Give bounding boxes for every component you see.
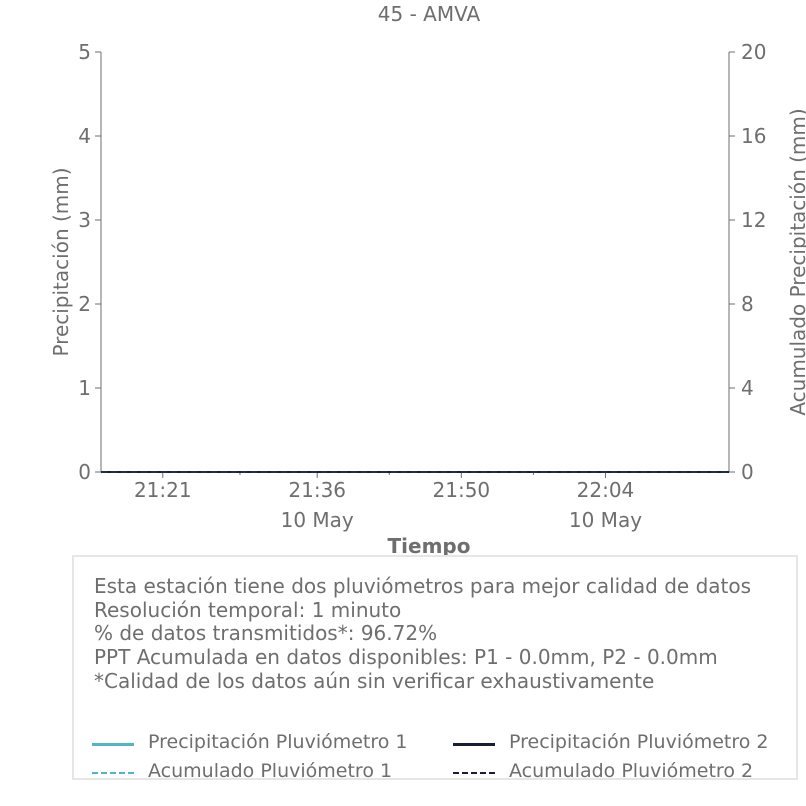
info-line-quality-note: *Calidad de los datos aún sin verificar … [94, 668, 655, 693]
info-text: Esta estación tiene dos pluviómetros par… [94, 574, 752, 694]
left-y-tick-label: 5 [78, 40, 91, 64]
legend-swatch [92, 743, 134, 746]
legend-label: Acumulado Pluviómetro 1 [148, 760, 393, 782]
right-y-tick-label: 16 [741, 124, 766, 148]
left-y-tick-label: 4 [78, 124, 91, 148]
right-y-tick-label: 12 [741, 208, 766, 232]
x-axis-label: Tiempo [388, 534, 471, 558]
right-y-tick-label: 0 [741, 460, 754, 484]
legend-swatch [453, 743, 495, 746]
legend-label: Acumulado Pluviómetro 2 [509, 760, 754, 782]
x-tick-label: 21:50 [433, 478, 491, 502]
x-date-label: 10 May [569, 508, 642, 532]
x-tick-label: 22:04 [577, 478, 635, 502]
info-line-resolution: Resolución temporal: 1 minuto [94, 597, 402, 622]
info-line-transmitted: % de datos transmitidos*: 96.72% [94, 621, 438, 646]
right-y-tick-label: 4 [741, 376, 754, 400]
legend-label: Precipitación Pluviómetro 2 [509, 731, 769, 753]
left-y-tick-label: 3 [78, 208, 91, 232]
right-y-axis-label: Acumulado Precipitación (mm) [786, 108, 806, 415]
left-y-tick-label: 0 [78, 460, 91, 484]
info-box: Esta estación tiene dos pluviómetros par… [72, 555, 798, 782]
left-y-axis-label: Precipitación (mm) [49, 167, 73, 356]
left-y-tick-label: 2 [78, 292, 91, 316]
legend-swatch [92, 772, 134, 774]
right-y-tick-label: 8 [741, 292, 754, 316]
right-y-tick-label: 20 [741, 40, 766, 64]
chart-title: 45 - AMVA [378, 2, 481, 26]
x-tick-label: 21:21 [134, 478, 192, 502]
info-line-accumulated: PPT Acumulada en datos disponibles: P1 -… [94, 645, 718, 670]
x-date-label: 10 May [281, 508, 354, 532]
legend-label: Precipitación Pluviómetro 1 [148, 731, 408, 753]
left-y-tick-label: 1 [78, 376, 91, 400]
info-line-description: Esta estación tiene dos pluviómetros par… [94, 574, 752, 598]
legend-swatch [453, 772, 495, 774]
x-tick-label: 21:36 [288, 478, 346, 502]
